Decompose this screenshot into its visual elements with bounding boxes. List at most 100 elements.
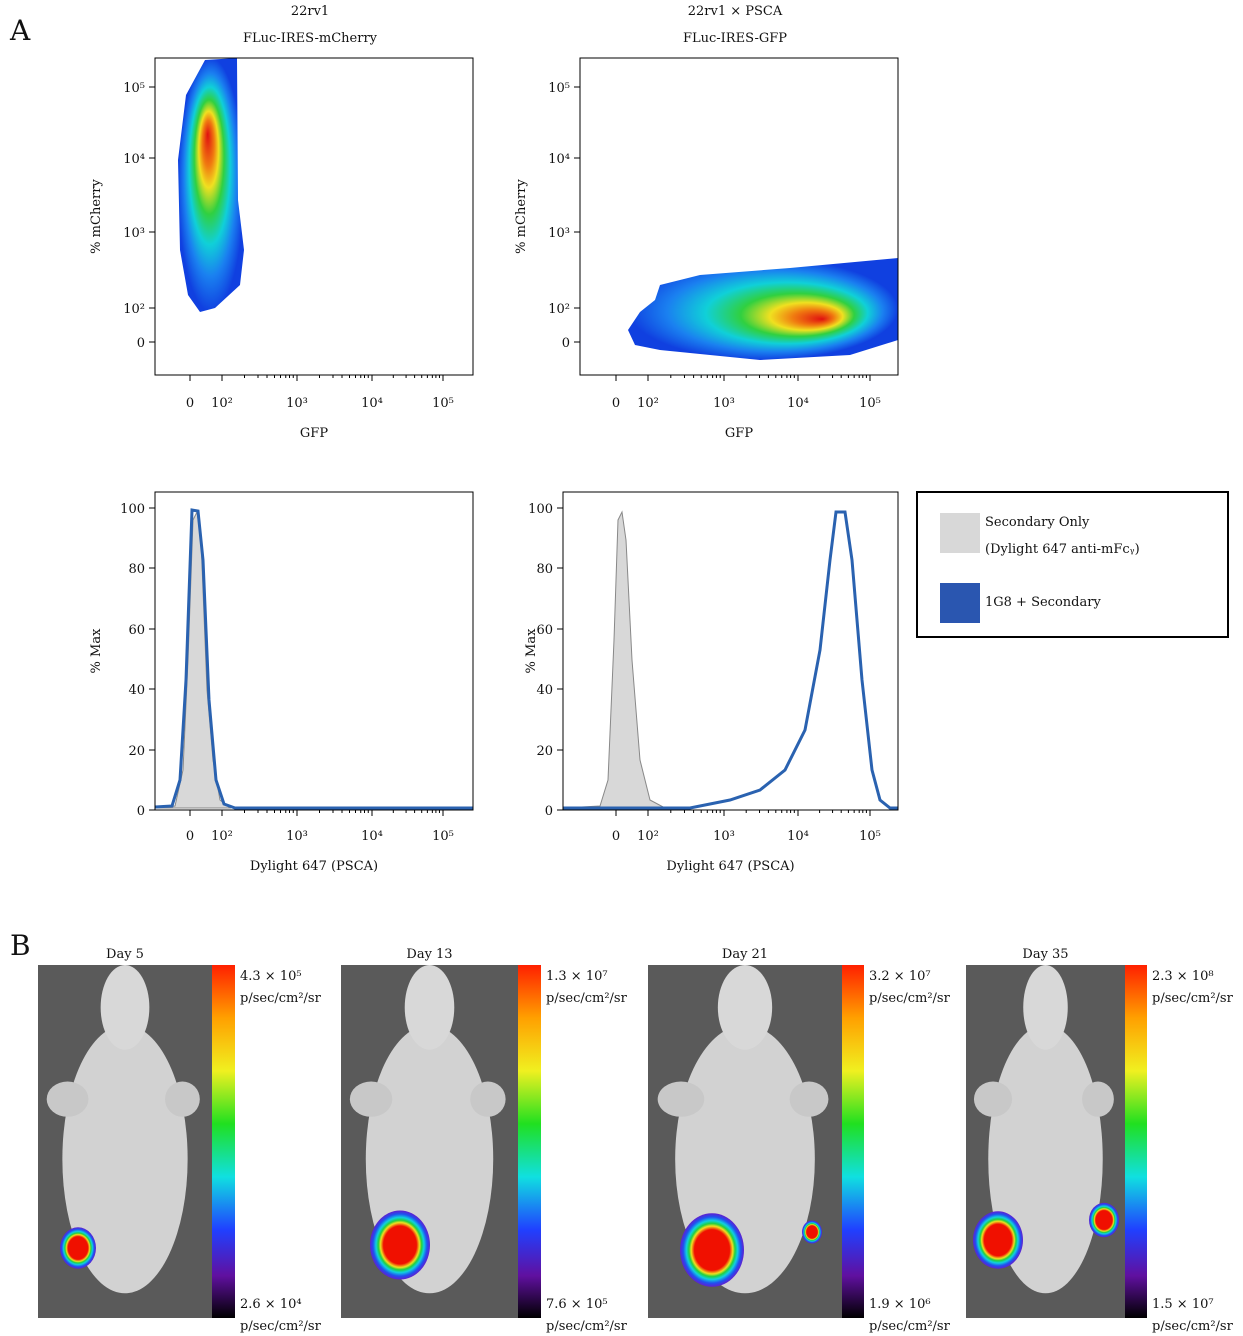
scale-unit: p/sec/cm²/sr — [1152, 991, 1234, 1006]
y-tick-label: 60 — [536, 623, 553, 638]
secondary-only-curve — [154, 510, 232, 809]
mouse-head — [404, 965, 455, 1050]
x-tick-label: 10⁴ — [361, 829, 383, 844]
secondary-only-curve — [562, 510, 666, 809]
x-tick-label: 10² — [637, 829, 659, 844]
mouse-arm — [973, 1081, 1013, 1117]
x-tick-label: 10⁵ — [432, 829, 454, 844]
x-tick-label: 10³ — [286, 829, 308, 844]
histograms — [154, 508, 898, 810]
scale-unit: p/sec/cm²/sr — [869, 991, 951, 1006]
legend-swatch — [940, 583, 980, 623]
y-tick-label: 20 — [536, 744, 553, 759]
mouse-arm — [1082, 1081, 1114, 1117]
color-bar — [1125, 965, 1147, 1318]
y-tick-label: 40 — [128, 683, 145, 698]
mouse-arm — [46, 1081, 89, 1117]
scale-min: 1.5 × 10⁷ — [1152, 1297, 1214, 1312]
x-axis-label: GFP — [300, 426, 328, 441]
color-bar — [842, 965, 864, 1318]
day-title: Day 5 — [106, 947, 144, 962]
legend-sublabel: (Dylight 647 anti-mFcᵧ) — [985, 542, 1140, 557]
luminescence-spot — [802, 1220, 822, 1244]
scale-min: 1.9 × 10⁶ — [869, 1297, 931, 1312]
scale-max: 2.3 × 10⁸ — [1152, 969, 1214, 984]
x-tick-label: 0 — [186, 829, 194, 844]
y-tick-label: 100 — [120, 502, 145, 517]
scale-max: 3.2 × 10⁷ — [869, 969, 931, 984]
plot-frame — [579, 57, 899, 376]
scale-unit: p/sec/cm²/sr — [240, 1319, 322, 1334]
y-tick-label: 60 — [128, 623, 145, 638]
density-plot — [178, 58, 244, 312]
legend-label: Secondary Only — [985, 515, 1090, 530]
scale-max: 1.3 × 10⁷ — [546, 969, 608, 984]
density-plot — [628, 258, 898, 360]
luminescence-spot — [370, 1210, 430, 1280]
y-tick-label: 80 — [128, 562, 145, 577]
x-tick-label: 10⁵ — [432, 396, 454, 411]
x-tick-label: 0 — [186, 396, 194, 411]
scale-unit: p/sec/cm²/sr — [546, 1319, 628, 1334]
x-tick-label: 10⁴ — [787, 829, 809, 844]
y-tick-label: 10⁴ — [548, 152, 570, 167]
y-tick-label: 0 — [562, 336, 570, 351]
panel-label: B — [10, 929, 31, 962]
x-axis-label: Dylight 647 (PSCA) — [666, 859, 794, 874]
luminescence-spot — [60, 1227, 96, 1269]
1g8-curve — [563, 510, 898, 810]
scale-max: 4.3 × 10⁵ — [240, 969, 302, 984]
y-axis-label: % mCherry — [89, 179, 104, 254]
x-tick-label: 10² — [637, 396, 659, 411]
x-axis-label: GFP — [725, 426, 753, 441]
luminescence-spot — [680, 1213, 744, 1287]
y-tick-label: 10³ — [123, 226, 145, 241]
mouse-arm — [349, 1081, 393, 1117]
scale-unit: p/sec/cm²/sr — [240, 991, 322, 1006]
y-axis-label: % mCherry — [514, 179, 529, 254]
y-tick-label: 0 — [137, 336, 145, 351]
density-blob — [178, 58, 244, 312]
y-tick-label: 20 — [128, 744, 145, 759]
x-tick-label: 10⁵ — [859, 829, 881, 844]
luminescence-spot — [973, 1211, 1023, 1269]
y-tick-label: 10⁵ — [123, 81, 145, 96]
x-tick-label: 0 — [612, 829, 620, 844]
mouse-head — [1023, 965, 1068, 1050]
y-tick-label: 0 — [137, 804, 145, 819]
scale-min: 2.6 × 10⁴ — [240, 1297, 302, 1312]
scale-unit: p/sec/cm²/sr — [869, 1319, 951, 1334]
mouse-head — [100, 965, 150, 1050]
y-tick-label: 80 — [536, 562, 553, 577]
mouse-arm — [657, 1081, 705, 1117]
x-tick-label: 10² — [211, 396, 233, 411]
day-title: Day 21 — [722, 947, 768, 962]
x-tick-label: 10⁴ — [361, 396, 383, 411]
y-tick-label: 0 — [545, 804, 553, 819]
scale-min: 7.6 × 10⁵ — [546, 1297, 608, 1312]
day-title: Day 13 — [406, 947, 452, 962]
panel-label: A — [9, 14, 31, 47]
y-tick-label: 10⁵ — [548, 81, 570, 96]
x-tick-label: 10² — [211, 829, 233, 844]
plot-frame — [562, 491, 899, 811]
day-title: Day 35 — [1022, 947, 1068, 962]
x-tick-label: 10³ — [286, 396, 308, 411]
y-tick-label: 10⁴ — [123, 152, 145, 167]
mouse-head — [717, 965, 773, 1050]
luminescence-spot — [1089, 1202, 1119, 1238]
y-axis-label: % Max — [89, 628, 104, 674]
x-tick-label: 0 — [612, 396, 620, 411]
1g8-curve — [154, 508, 473, 810]
y-tick-label: 10² — [123, 302, 145, 317]
legend-frame — [916, 491, 1229, 638]
legend-label: 1G8 + Secondary — [985, 595, 1101, 610]
plot-frame — [154, 57, 474, 376]
density-blob — [628, 258, 898, 360]
scale-unit: p/sec/cm²/sr — [546, 991, 628, 1006]
mouse-body — [62, 1025, 188, 1294]
mouse-arm — [789, 1081, 829, 1117]
x-tick-label: 10³ — [713, 396, 735, 411]
x-tick-label: 10⁵ — [859, 396, 881, 411]
